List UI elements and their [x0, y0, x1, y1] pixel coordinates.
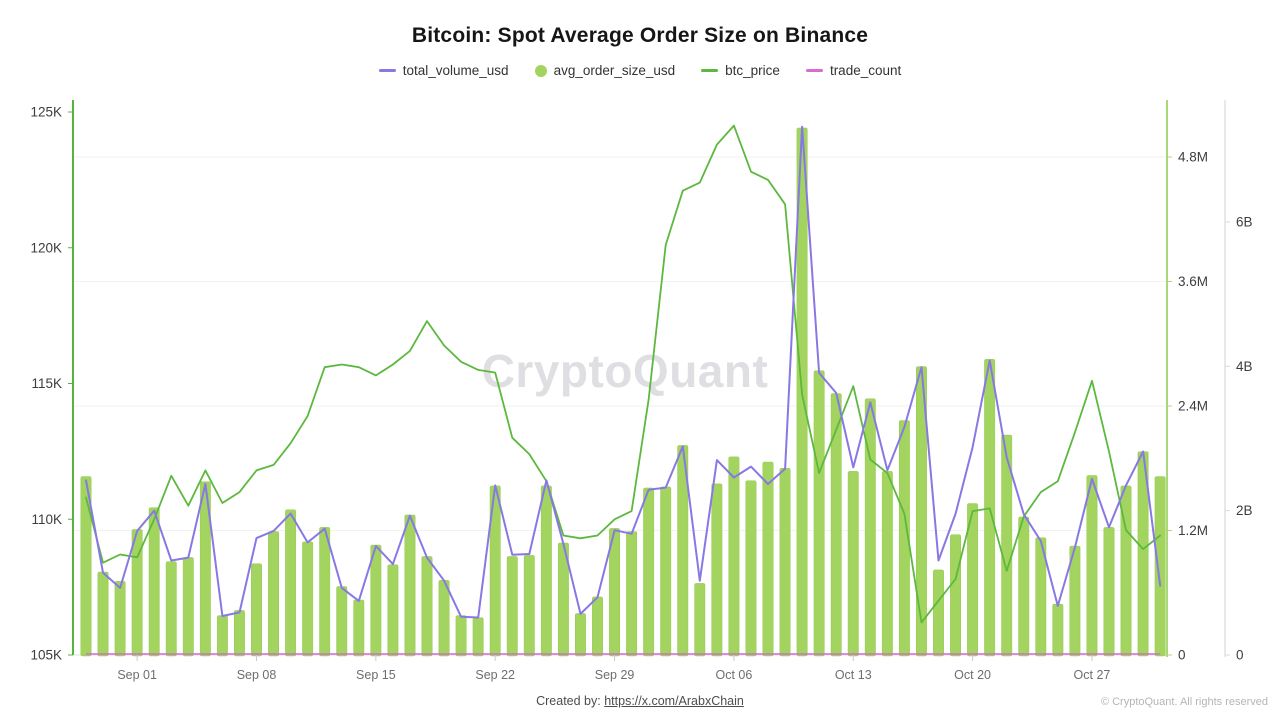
avg-order-size-bar	[216, 615, 228, 657]
left-axis-tick-label: 120K	[30, 240, 62, 255]
date-axis-tick-label: Sep 01	[117, 668, 157, 682]
volume-axis-tick-label: 2B	[1236, 503, 1253, 518]
avg-order-size-bar	[592, 596, 603, 657]
legend-item-btc-price[interactable]: btc_price	[701, 63, 780, 78]
avg-order-size-bar	[711, 483, 723, 657]
avg-order-size-bar	[813, 370, 825, 657]
avg-order-size-bar	[302, 541, 314, 657]
avg-order-size-bar	[881, 471, 893, 657]
avg-order-size-bar	[268, 531, 280, 657]
avg-order-size-bar	[251, 563, 262, 657]
avg-order-size-bar	[336, 586, 348, 657]
date-axis-tick-label: Oct 20	[954, 668, 991, 682]
creator-link[interactable]: https://x.com/ArabxChain	[604, 694, 744, 708]
avg-order-size-bar	[97, 571, 109, 657]
avg-order-size-bar	[421, 556, 433, 657]
avg-order-size-bar	[1001, 434, 1013, 657]
avg-order-size-bar	[1154, 476, 1166, 657]
order-size-axis-tick-label: 4.8M	[1178, 150, 1208, 165]
avg-order-size-bar	[660, 486, 672, 657]
avg-order-size-bar	[523, 555, 535, 657]
line-swatch-icon	[805, 69, 823, 72]
order-size-axis-tick-label: 3.6M	[1178, 274, 1208, 289]
chart-legend: total_volume_usd avg_order_size_usd btc_…	[0, 63, 1280, 78]
avg-order-size-bar	[404, 514, 416, 657]
legend-label: trade_count	[829, 63, 902, 78]
avg-order-size-bar	[199, 481, 211, 657]
avg-order-size-bar	[353, 599, 365, 657]
chart-title: Bitcoin: Spot Average Order Size on Bina…	[411, 24, 869, 47]
left-axis-tick-label: 125K	[30, 105, 62, 120]
date-axis-tick-label: Sep 22	[475, 668, 515, 682]
copyright-notice: © CryptoQuant. All rights reserved	[1100, 696, 1268, 708]
order-size-axis-tick-label: 0	[1178, 648, 1186, 663]
avg-order-size-bar	[1052, 603, 1064, 657]
avg-order-size-bar	[898, 420, 910, 657]
volume-axis-tick-label: 0	[1236, 648, 1244, 663]
avg-order-size-bar	[148, 507, 160, 657]
order-size-axis-tick-label: 2.4M	[1178, 399, 1208, 414]
circle-swatch-icon	[534, 64, 547, 77]
avg-order-size-bar	[745, 480, 757, 657]
avg-order-size-bar	[1103, 527, 1115, 657]
left-axis-tick-label: 110K	[31, 512, 62, 527]
avg-order-size-bar	[626, 531, 638, 657]
date-axis-tick-label: Sep 08	[237, 668, 277, 682]
avg-order-size-bar	[950, 534, 961, 657]
legend-label: total_volume_usd	[402, 63, 509, 78]
legend-label: btc_price	[725, 63, 780, 78]
order-size-axis-tick-label: 1.2M	[1178, 523, 1208, 538]
date-axis-tick-label: Oct 06	[715, 668, 752, 682]
avg-order-size-bar	[114, 581, 126, 657]
line-swatch-icon	[378, 69, 396, 72]
date-axis-tick-label: Sep 15	[356, 668, 396, 682]
avg-order-size-bar	[762, 461, 774, 657]
avg-order-size-bar	[830, 393, 842, 657]
date-axis-tick-label: Sep 29	[595, 668, 635, 682]
avg-order-size-bar	[728, 456, 740, 657]
avg-order-size-bar	[643, 487, 655, 657]
avg-order-size-bar	[1086, 475, 1098, 657]
avg-order-size-bar	[319, 527, 331, 657]
legend-item-avg-order-size[interactable]: avg_order_size_usd	[534, 63, 676, 78]
legend-label: avg_order_size_usd	[553, 63, 676, 78]
avg-order-size-bar	[472, 617, 484, 657]
date-axis-tick-label: Oct 13	[835, 668, 872, 682]
avg-order-size-bar	[694, 583, 706, 657]
created-by-label: Created by:	[536, 694, 601, 708]
avg-order-size-bar	[847, 471, 859, 657]
line-swatch-icon	[701, 69, 719, 72]
total-volume-line	[85, 125, 1162, 619]
avg-order-size-bar	[933, 569, 944, 657]
volume-axis-tick-label: 6B	[1236, 215, 1253, 230]
avg-order-size-bar	[864, 398, 876, 657]
avg-order-size-bar	[540, 485, 552, 657]
btc-price-line	[85, 124, 1162, 624]
avg-order-size-bar	[234, 610, 245, 657]
legend-item-trade-count[interactable]: trade_count	[805, 63, 902, 78]
left-axis-tick-label: 115K	[31, 376, 62, 391]
avg-order-size-bar	[506, 556, 518, 657]
date-axis-tick-label: Oct 27	[1074, 668, 1111, 682]
avg-order-size-bar	[1018, 516, 1030, 657]
volume-axis-tick-label: 4B	[1236, 359, 1253, 374]
avg-order-size-bar	[438, 580, 450, 657]
avg-order-size-bar	[779, 468, 791, 657]
avg-order-size-bar	[1035, 537, 1047, 657]
avg-order-size-bar	[285, 509, 297, 657]
footer-credit: Created by: https://x.com/ArabxChain	[0, 694, 1280, 708]
avg-order-size-bar	[370, 544, 382, 657]
legend-item-total-volume[interactable]: total_volume_usd	[378, 63, 509, 78]
left-axis-tick-label: 105K	[30, 648, 62, 663]
avg-order-size-bar	[182, 557, 194, 657]
avg-order-size-bar	[80, 476, 92, 657]
avg-order-size-bar	[165, 561, 177, 657]
avg-order-size-bar	[455, 615, 467, 657]
avg-order-size-bar	[575, 613, 586, 657]
avg-order-size-bar	[387, 564, 399, 657]
